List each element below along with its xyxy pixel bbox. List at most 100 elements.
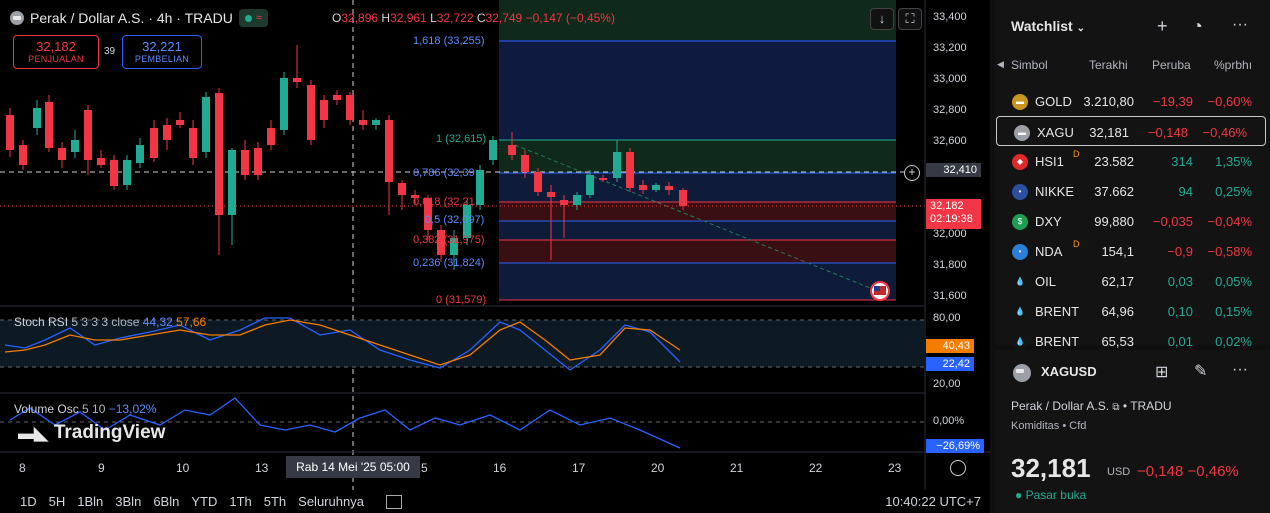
dollar-icon: $ — [1012, 214, 1028, 230]
watchlist-row[interactable]: • NDA D 154,1 −0,9 −0,58% — [995, 236, 1270, 266]
detail-currency: USD — [1107, 466, 1131, 478]
tf-all[interactable]: Seluruhnya — [298, 494, 364, 509]
edit-icon[interactable]: ✎ — [1194, 363, 1208, 380]
fullscreen-icon[interactable]: ⛶ — [898, 8, 922, 30]
add-symbol-icon[interactable]: + — [1157, 16, 1168, 36]
tf-1bln[interactable]: 1Bln — [77, 494, 104, 509]
more-icon[interactable]: ··· — [1232, 361, 1248, 378]
candle-body — [450, 238, 458, 255]
candle-body — [359, 120, 367, 125]
tf-5h[interactable]: 5H — [48, 494, 66, 509]
watchlist-change-pct: −0,58% — [1207, 244, 1252, 259]
candle-body — [280, 78, 288, 130]
candle-body — [508, 145, 516, 155]
candle-body — [228, 150, 236, 215]
detail-name: Perak / Dollar A.S. ⧉ • TRADU — [1011, 399, 1172, 413]
candle-body — [411, 195, 419, 198]
grid-icon[interactable]: ⊞ — [1155, 364, 1169, 381]
more-icon[interactable]: ··· — [1232, 16, 1248, 33]
tf-5th[interactable]: 5Th — [263, 494, 287, 509]
tf-3bln[interactable]: 3Bln — [115, 494, 142, 509]
watchlist-row[interactable]: $ DXY 99,880 −0,035 −0,04% — [995, 206, 1270, 236]
ohlc-high: 32,961 — [390, 11, 427, 25]
buy-button[interactable]: 32,221 PEMBELIAN — [122, 35, 202, 69]
watchlist-symbol: NDA — [1035, 244, 1063, 259]
settings-icon[interactable] — [950, 460, 966, 476]
tf-ytd[interactable]: YTD — [191, 494, 218, 509]
candle-body — [333, 95, 341, 100]
symbol-title-text: Perak / Dollar A.S. · 4h · TRADU — [30, 10, 233, 26]
last-price-tag: 32,182 02:19:38 — [926, 199, 981, 229]
tf-6bln[interactable]: 6Bln — [153, 494, 180, 509]
tf-1th[interactable]: 1Th — [229, 494, 252, 509]
watchlist-last: 99,880 — [1094, 214, 1134, 229]
candles — [6, 45, 687, 270]
chart-panel[interactable]: Perak / Dollar A.S. · 4h · TRADU ≈ O32,8… — [0, 0, 990, 513]
flag-icon: ◆ — [1012, 154, 1028, 170]
ohlc-change: −0,147 (−0,45%) — [525, 11, 615, 25]
index-icon: • — [1012, 244, 1028, 260]
chevron-down-icon: ⌄ — [1076, 23, 1085, 34]
timeframe-bar: 1D 5H 1Bln 3Bln 6Bln YTD 1Th 5Th Seluruh… — [0, 490, 990, 513]
col-symbol[interactable]: Simbol — [1011, 58, 1048, 72]
watchlist-change-pct: −0,46% — [1202, 125, 1247, 140]
fib-zone — [499, 40, 896, 140]
sell-price: 32,182 — [36, 39, 76, 54]
clock[interactable]: 10:40:22 UTC+7 — [885, 494, 981, 509]
candle-body — [58, 148, 66, 160]
watchlist-change: 94 — [1178, 184, 1193, 199]
price-axis-label: 33,200 — [933, 42, 967, 54]
market-status-badge[interactable]: ≈ — [238, 9, 268, 27]
x-axis-label: 20 — [651, 461, 665, 475]
col-change[interactable]: Peruba — [1152, 58, 1191, 72]
tradingview-logo[interactable]: ▬◣ TradingView — [18, 422, 166, 443]
buy-label: PEMBELIAN — [134, 54, 190, 64]
symbol-title[interactable]: Perak / Dollar A.S. · 4h · TRADU ≈ — [10, 9, 268, 27]
candle-body — [84, 110, 92, 160]
candle-body — [293, 78, 301, 82]
add-alert-icon[interactable]: + — [904, 165, 920, 181]
col-change-pct[interactable]: %prbhı — [1214, 58, 1253, 72]
watchlist-change: −0,035 — [1152, 214, 1193, 229]
watchlist-last: 62,17 — [1101, 274, 1134, 289]
watchlist-symbol: BRENT — [1035, 304, 1080, 319]
pie-chart-icon[interactable]: ◔ — [1192, 16, 1203, 36]
calendar-icon[interactable] — [385, 494, 402, 509]
watchlist-change-pct: −0,04% — [1207, 214, 1252, 229]
candle-body — [97, 158, 105, 165]
watchlist-row[interactable]: 💧 BRENT 65,53 0,01 0,02% — [995, 326, 1270, 356]
watchlist-symbol: XAGU — [1037, 125, 1074, 140]
detail-symbol[interactable]: XAGUSD — [1041, 364, 1097, 379]
fib-zone — [499, 263, 896, 300]
stoch-rsi-legend[interactable]: Stoch RSI 5 3 3 3 close 44,32 57,66 — [14, 315, 207, 329]
watchlist-title[interactable]: Watchlist ⌄ — [1011, 18, 1085, 34]
watchlist-row[interactable]: ▬ XAGU 32,181 −0,148 −0,46% — [996, 116, 1266, 146]
watchlist-symbol: NIKKE — [1035, 184, 1075, 199]
fib-label: 0,382 (31,975) — [413, 234, 485, 246]
watchlist-row[interactable]: ◆ HSI1 D 23.582 314 1,35% — [995, 146, 1270, 176]
price-chart[interactable] — [0, 0, 990, 513]
watchlist-row[interactable]: ▬ GOLD 3.210,80 −19,39 −0,60% — [995, 86, 1270, 116]
fib-zone — [499, 221, 896, 240]
download-icon[interactable]: ↓ — [870, 8, 894, 30]
watchlist-last: 32,181 — [1089, 125, 1129, 140]
drop-icon: 💧 — [1012, 304, 1028, 320]
fib-label: 0 (31,579) — [436, 294, 487, 306]
x-axis-label: 16 — [493, 461, 507, 475]
ohlc-low: 32,722 — [436, 11, 474, 25]
watchlist-row[interactable]: • NIKKE 37.662 94 0,25% — [995, 176, 1270, 206]
watchlist-row[interactable]: 💧 BRENT 64,96 0,10 0,15% — [995, 296, 1270, 326]
x-axis-label: 10 — [176, 461, 190, 475]
watchlist-symbol: HSI1 — [1035, 154, 1064, 169]
tf-1d[interactable]: 1D — [20, 494, 37, 509]
candle-body — [267, 128, 275, 145]
sell-button[interactable]: 32,182 PENJUALAN — [13, 35, 99, 69]
x-axis-label: 13 — [255, 461, 269, 475]
watchlist-badge: D — [1073, 239, 1080, 249]
candle-body — [307, 85, 315, 140]
watchlist-row[interactable]: 💧 OIL 62,17 0,03 0,05% — [995, 266, 1270, 296]
watchlist-change-pct: 1,35% — [1215, 154, 1252, 169]
col-last[interactable]: Terakhi — [1089, 58, 1128, 72]
price-axis-label: 32,000 — [933, 228, 967, 240]
volume-osc-legend[interactable]: Volume Osc 5 10 −13,02% — [14, 402, 157, 416]
